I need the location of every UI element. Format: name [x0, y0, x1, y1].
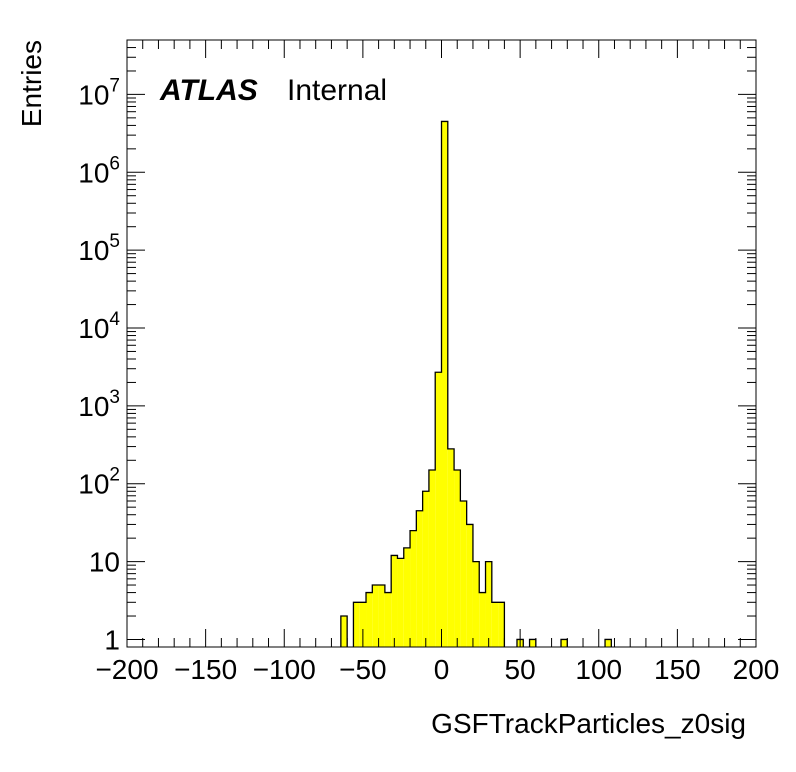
histogram-bar	[441, 121, 448, 648]
histogram-bar	[384, 592, 392, 647]
x-axis-title: GSFTrackParticles_z0sig	[431, 708, 746, 739]
histogram-bar	[378, 585, 385, 647]
y-axis-title: Entries	[16, 40, 47, 127]
histogram-bar	[479, 592, 486, 647]
y-tick-labels: 1 10 102 103 104 105 106 107	[78, 75, 120, 655]
internal-label: Internal	[287, 74, 387, 107]
plot-frame	[126, 39, 757, 648]
histogram-bar	[403, 547, 411, 647]
histogram-bar	[454, 470, 461, 647]
x-tick-label: 100	[575, 654, 622, 685]
x-tick-label: −150	[174, 654, 237, 685]
histogram-bar	[391, 555, 398, 647]
histogram-bar	[397, 558, 404, 647]
histogram-bar	[416, 510, 423, 647]
y-tick-label: 107	[78, 75, 120, 110]
x-tick-label: 50	[505, 654, 536, 685]
histogram-bar	[561, 639, 568, 647]
y-tick-label: 103	[78, 387, 120, 422]
histogram-bar	[447, 448, 455, 647]
x-tick-label: 0	[434, 654, 450, 685]
histogram-bar	[422, 491, 429, 647]
histogram-bar	[529, 639, 536, 647]
y-tick-label: 104	[78, 309, 120, 344]
x-tick-labels: −200 −150 −100 −50 0 50 100 150 200	[95, 654, 779, 685]
y-tick-label: 105	[78, 231, 120, 266]
x-tick-label: 200	[733, 654, 780, 685]
histogram-bar	[472, 561, 480, 647]
histogram-bar	[498, 602, 505, 647]
histogram-bars	[340, 120, 612, 648]
x-tick-label: −100	[253, 654, 316, 685]
x-tick-label: 150	[654, 654, 701, 685]
histogram-bar	[372, 585, 379, 647]
histogram-bar	[353, 602, 360, 647]
histogram-bar	[485, 561, 492, 647]
histogram-bar	[340, 616, 348, 647]
x-tick-label: −50	[339, 654, 387, 685]
histogram-bar	[605, 639, 612, 647]
histogram-bar	[466, 524, 473, 647]
histogram-bar	[460, 501, 467, 647]
y-tick-label: 10	[89, 547, 120, 578]
y-tick-label: 106	[78, 153, 120, 188]
x-tick-label: −200	[95, 654, 158, 685]
atlas-label: ATLAS	[159, 74, 258, 107]
histogram-bar	[491, 602, 499, 647]
y-tick-label: 102	[78, 465, 120, 500]
y-tick-label: 1	[104, 624, 120, 655]
histogram-bar	[359, 602, 367, 647]
histogram-bar	[428, 470, 436, 647]
histogram-bar	[366, 592, 373, 647]
histogram-bar	[435, 372, 442, 647]
histogram-bar	[410, 530, 417, 647]
